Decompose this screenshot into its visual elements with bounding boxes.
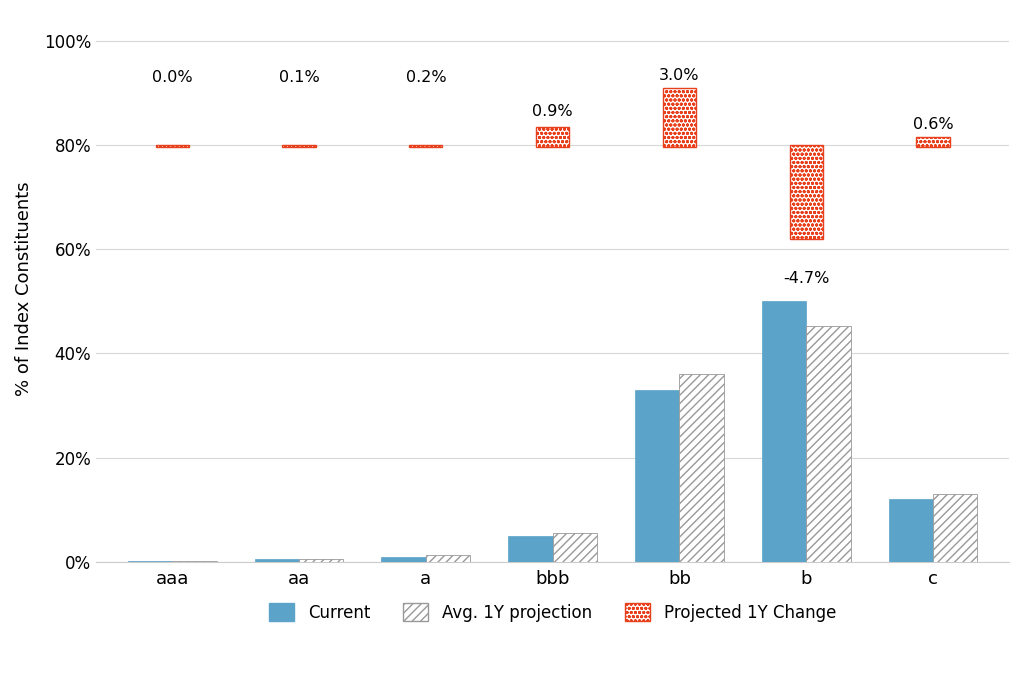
Bar	[553, 533, 597, 561]
Bar	[156, 145, 188, 147]
Bar	[806, 326, 851, 561]
Bar	[635, 390, 679, 561]
Text: 0.9%: 0.9%	[532, 104, 572, 119]
Bar	[663, 88, 696, 147]
Text: 3.0%: 3.0%	[659, 68, 699, 83]
Text: 0.2%: 0.2%	[406, 70, 446, 85]
Text: 0.1%: 0.1%	[279, 70, 319, 85]
Bar	[283, 145, 315, 147]
Bar	[889, 499, 933, 561]
Text: 0.0%: 0.0%	[152, 70, 193, 85]
Bar	[916, 137, 949, 147]
Y-axis label: % of Index Constituents: % of Index Constituents	[15, 181, 33, 395]
Bar	[410, 145, 442, 147]
Bar	[679, 374, 724, 561]
Text: -4.7%: -4.7%	[783, 270, 829, 285]
Bar	[508, 535, 553, 561]
Bar	[536, 127, 569, 147]
Bar	[255, 559, 299, 561]
Legend: Current, Avg. 1Y projection, Projected 1Y Change: Current, Avg. 1Y projection, Projected 1…	[261, 595, 844, 630]
Text: 0.6%: 0.6%	[912, 117, 953, 132]
Bar	[790, 145, 823, 239]
Bar	[426, 555, 470, 561]
Bar	[382, 557, 426, 561]
Bar	[762, 301, 806, 561]
Bar	[299, 559, 343, 561]
Bar	[933, 494, 977, 561]
